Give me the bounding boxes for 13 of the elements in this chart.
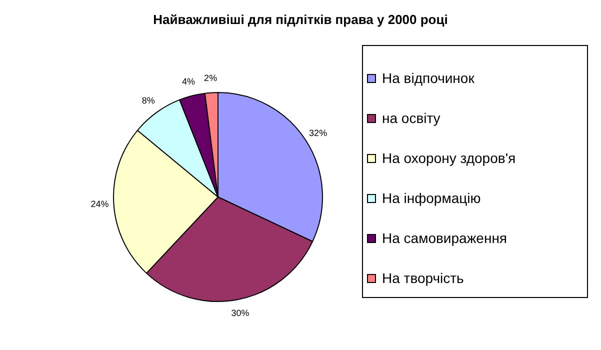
data-label: 30%: [231, 308, 250, 318]
data-label: 24%: [90, 198, 109, 209]
legend-label: На самовираження: [382, 230, 508, 246]
data-label: 2%: [204, 73, 218, 84]
chart-title: Найважливіші для підлітків права у 2000 році: [152, 12, 449, 27]
legend-label: на освіту: [382, 110, 440, 126]
legend-label: На творчість: [382, 270, 464, 286]
legend-label: На відпочинок: [382, 70, 474, 86]
data-label: 8%: [142, 96, 155, 106]
data-label: 32%: [309, 128, 328, 138]
data-label: 4%: [182, 76, 196, 87]
legend-label: На інформацію: [382, 190, 481, 206]
legend-label: На охорону здоров'я: [382, 150, 516, 166]
